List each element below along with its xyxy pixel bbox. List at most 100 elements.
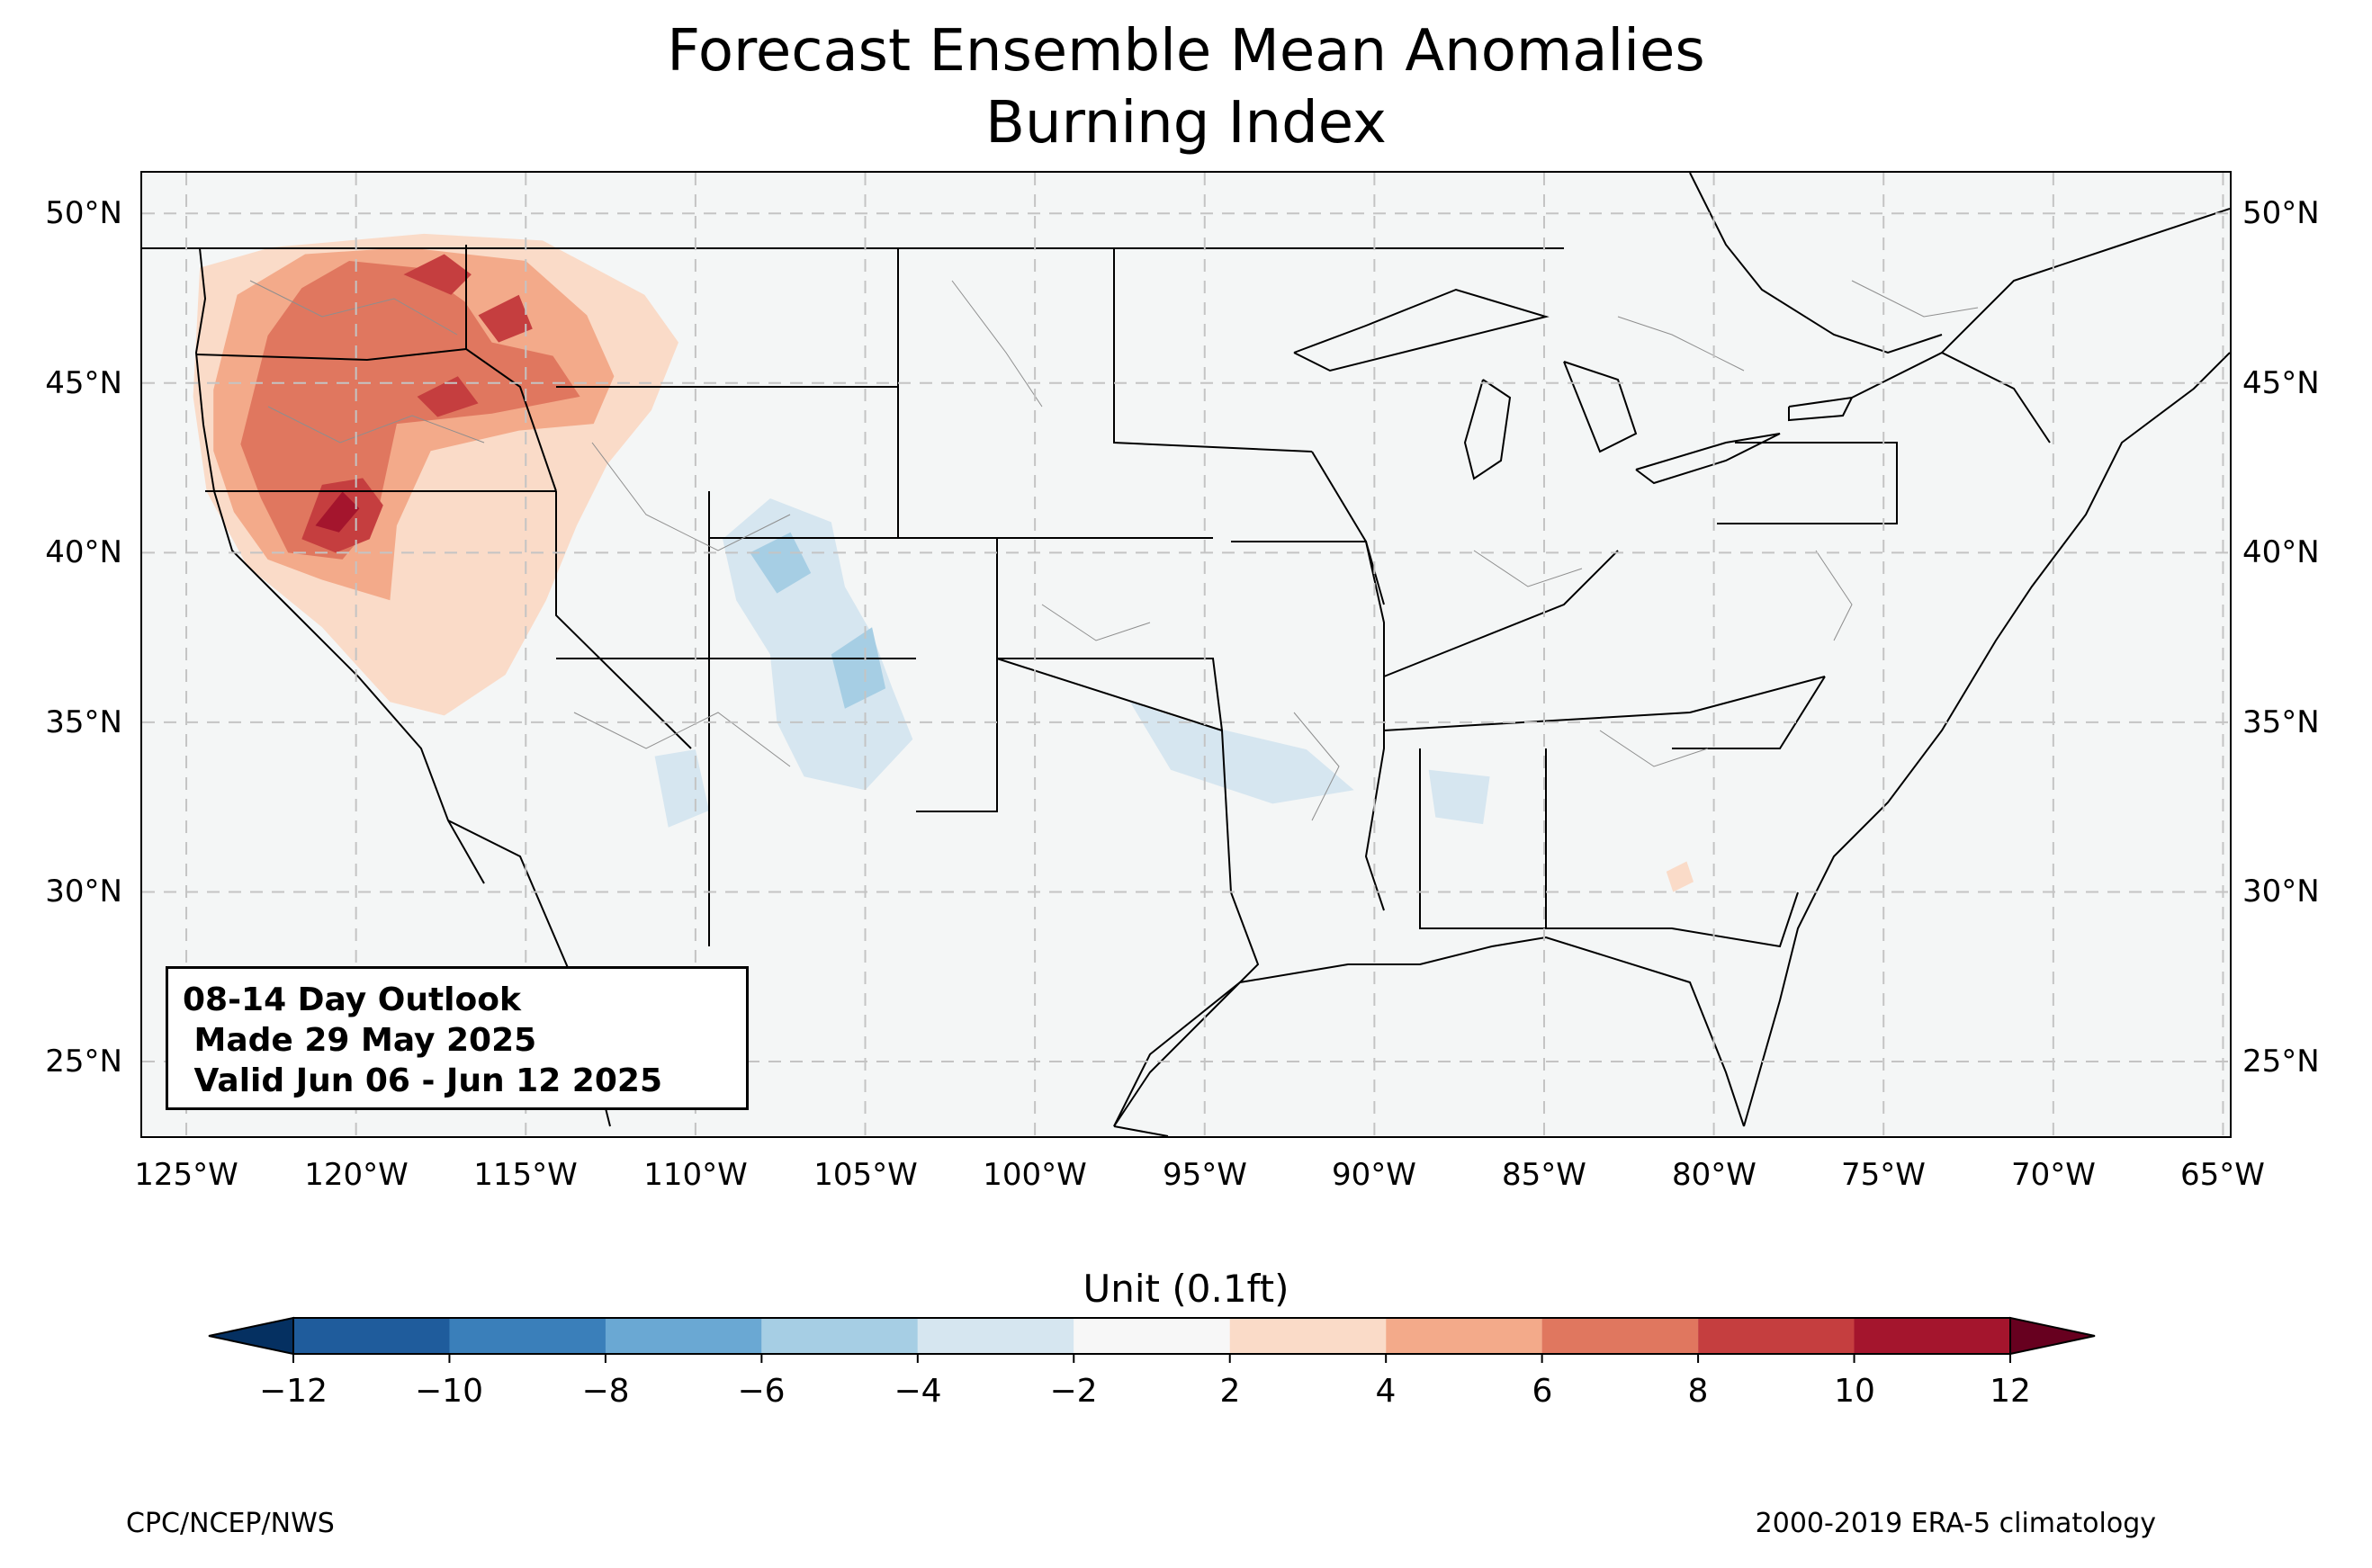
colorbar-title: Unit (0.1ft)	[1083, 1267, 1289, 1311]
new-england	[1941, 352, 2051, 444]
colorbar-tick-label-10: 10	[1834, 1373, 1875, 1410]
idaho-east-border	[465, 245, 557, 492]
colorbar-bin-0	[293, 1318, 450, 1354]
lon-label-8: 85°W	[1502, 1157, 1586, 1193]
colorbar-tick-label-7: 4	[1375, 1373, 1397, 1410]
minnesota-iowa	[1113, 248, 1313, 452]
colorbar-bin-10	[1854, 1318, 2010, 1354]
outlook-info-box: 08-14 Day Outlook Made 29 May 2025 Valid…	[166, 966, 749, 1110]
nevada-border	[555, 491, 692, 749]
colorbar-bin-2	[605, 1318, 762, 1354]
st-lawrence	[1851, 208, 2230, 399]
kansas-oklahoma	[997, 658, 1223, 731]
colorbar-bin-4	[917, 1318, 1074, 1354]
lat-label-left-3: 40°N	[45, 534, 122, 570]
lat-label-left-0: 25°N	[45, 1044, 122, 1080]
lon-label-7: 90°W	[1332, 1157, 1416, 1193]
mexico-gulf-coast	[1113, 1125, 1169, 1136]
anomaly-region-13	[831, 627, 886, 709]
lake-michigan	[1463, 379, 1512, 480]
lon-label-1: 120°W	[304, 1157, 409, 1193]
lon-label-10: 75°W	[1841, 1157, 1926, 1193]
tennessee-line	[1383, 676, 1826, 731]
colorbar-tick-label-1: −10	[415, 1373, 483, 1410]
gulf-coast	[1113, 936, 1745, 1127]
lat-label-right-3: 40°N	[2242, 534, 2320, 570]
lake-erie	[1635, 433, 1781, 485]
lake-huron	[1563, 361, 1638, 453]
lon-label-12: 65°W	[2180, 1157, 2265, 1193]
florida-east-coast	[1743, 352, 2230, 1127]
mississippi-river	[1311, 451, 1385, 911]
lon-label-2: 115°W	[473, 1157, 578, 1193]
anomaly-layer	[193, 233, 1694, 892]
colorbar-tick-label-4: −4	[894, 1373, 942, 1410]
lon-label-9: 80°W	[1672, 1157, 1757, 1193]
georgia-florida	[1546, 892, 1799, 948]
colorbar-tick-label-8: 6	[1532, 1373, 1553, 1410]
colorbar-tick-label-2: −8	[581, 1373, 630, 1410]
outlook-made-date: Made 29 May 2025	[183, 1022, 537, 1059]
lat-label-right-4: 45°N	[2242, 365, 2320, 401]
colorbar-bin-1	[449, 1318, 606, 1354]
anomaly-region-5	[478, 294, 533, 343]
graticule	[142, 173, 2230, 1136]
lon-label-0: 125°W	[134, 1157, 238, 1193]
anomaly-region-7	[315, 491, 360, 533]
colorbar-bin-8	[1541, 1318, 1699, 1354]
colorbar	[208, 1316, 2096, 1363]
lon-label-6: 95°W	[1163, 1157, 1247, 1193]
hudson-bay-edge	[1689, 173, 1943, 354]
lat-label-left-5: 50°N	[45, 195, 122, 231]
colorbar-over-arrow	[2009, 1316, 2096, 1356]
footer-source: CPC/NCEP/NWS	[126, 1508, 335, 1539]
colorbar-tick-label-3: −6	[737, 1373, 786, 1410]
anomaly-region-8	[723, 498, 913, 791]
colorbar-tick-label-5: −2	[1049, 1373, 1098, 1410]
lon-label-11: 70°W	[2011, 1157, 2096, 1193]
great-lake-superior	[1293, 288, 1550, 372]
ohio-river	[1383, 550, 1619, 677]
colorbar-tick-label-9: 8	[1687, 1373, 1709, 1410]
outlook-period: 08-14 Day Outlook	[183, 981, 521, 1018]
chart-title-line-1: Forecast Ensemble Mean Anomalies	[667, 18, 1705, 85]
oregon-washington-border	[195, 348, 467, 362]
anomaly-region-4	[403, 254, 472, 295]
pacific-coast	[194, 247, 485, 884]
colorbar-bin-9	[1698, 1318, 1855, 1354]
lon-label-5: 100°W	[983, 1157, 1087, 1193]
lat-label-left-4: 45°N	[45, 365, 122, 401]
state-borders	[142, 245, 2051, 1127]
anomaly-region-11	[1428, 769, 1490, 825]
iowa-missouri	[1231, 541, 1385, 605]
anomaly-region-6	[417, 376, 479, 417]
lat-label-left-2: 35°N	[45, 704, 122, 740]
lat-label-left-1: 30°N	[45, 874, 122, 909]
colorbar-bin-3	[761, 1318, 918, 1354]
colorbar-under-arrow	[208, 1316, 294, 1356]
anomaly-region-10	[1129, 702, 1354, 804]
lon-label-3: 110°W	[643, 1157, 748, 1193]
colorbar-tick-label-11: 12	[1990, 1373, 2031, 1410]
gulf-states	[1419, 748, 1547, 929]
lake-ontario	[1788, 396, 1854, 422]
colorbar-tick-label-6: 2	[1219, 1373, 1241, 1410]
lon-label-4: 105°W	[813, 1157, 918, 1193]
chart-title-line-2: Burning Index	[985, 90, 1387, 157]
lat-label-right-1: 30°N	[2242, 874, 2320, 909]
anomaly-region-12	[750, 532, 812, 594]
pennsylvania	[1717, 442, 1898, 524]
colorbar-outline	[292, 1317, 2011, 1355]
lat-label-right-0: 25°N	[2242, 1044, 2320, 1080]
county-lines	[249, 280, 1979, 821]
colorbar-bin-7	[1386, 1318, 1542, 1354]
footer-climatology: 2000-2019 ERA-5 climatology	[1755, 1508, 2156, 1539]
lat-label-right-5: 50°N	[2242, 195, 2320, 231]
map-canvas	[142, 173, 2230, 1136]
colorbar-tick-label-0: −12	[259, 1373, 328, 1410]
carolinas	[1672, 676, 1826, 749]
lat-label-right-2: 35°N	[2242, 704, 2320, 740]
anomaly-region-14	[1666, 861, 1694, 892]
colorbar-bin-6	[1229, 1318, 1387, 1354]
